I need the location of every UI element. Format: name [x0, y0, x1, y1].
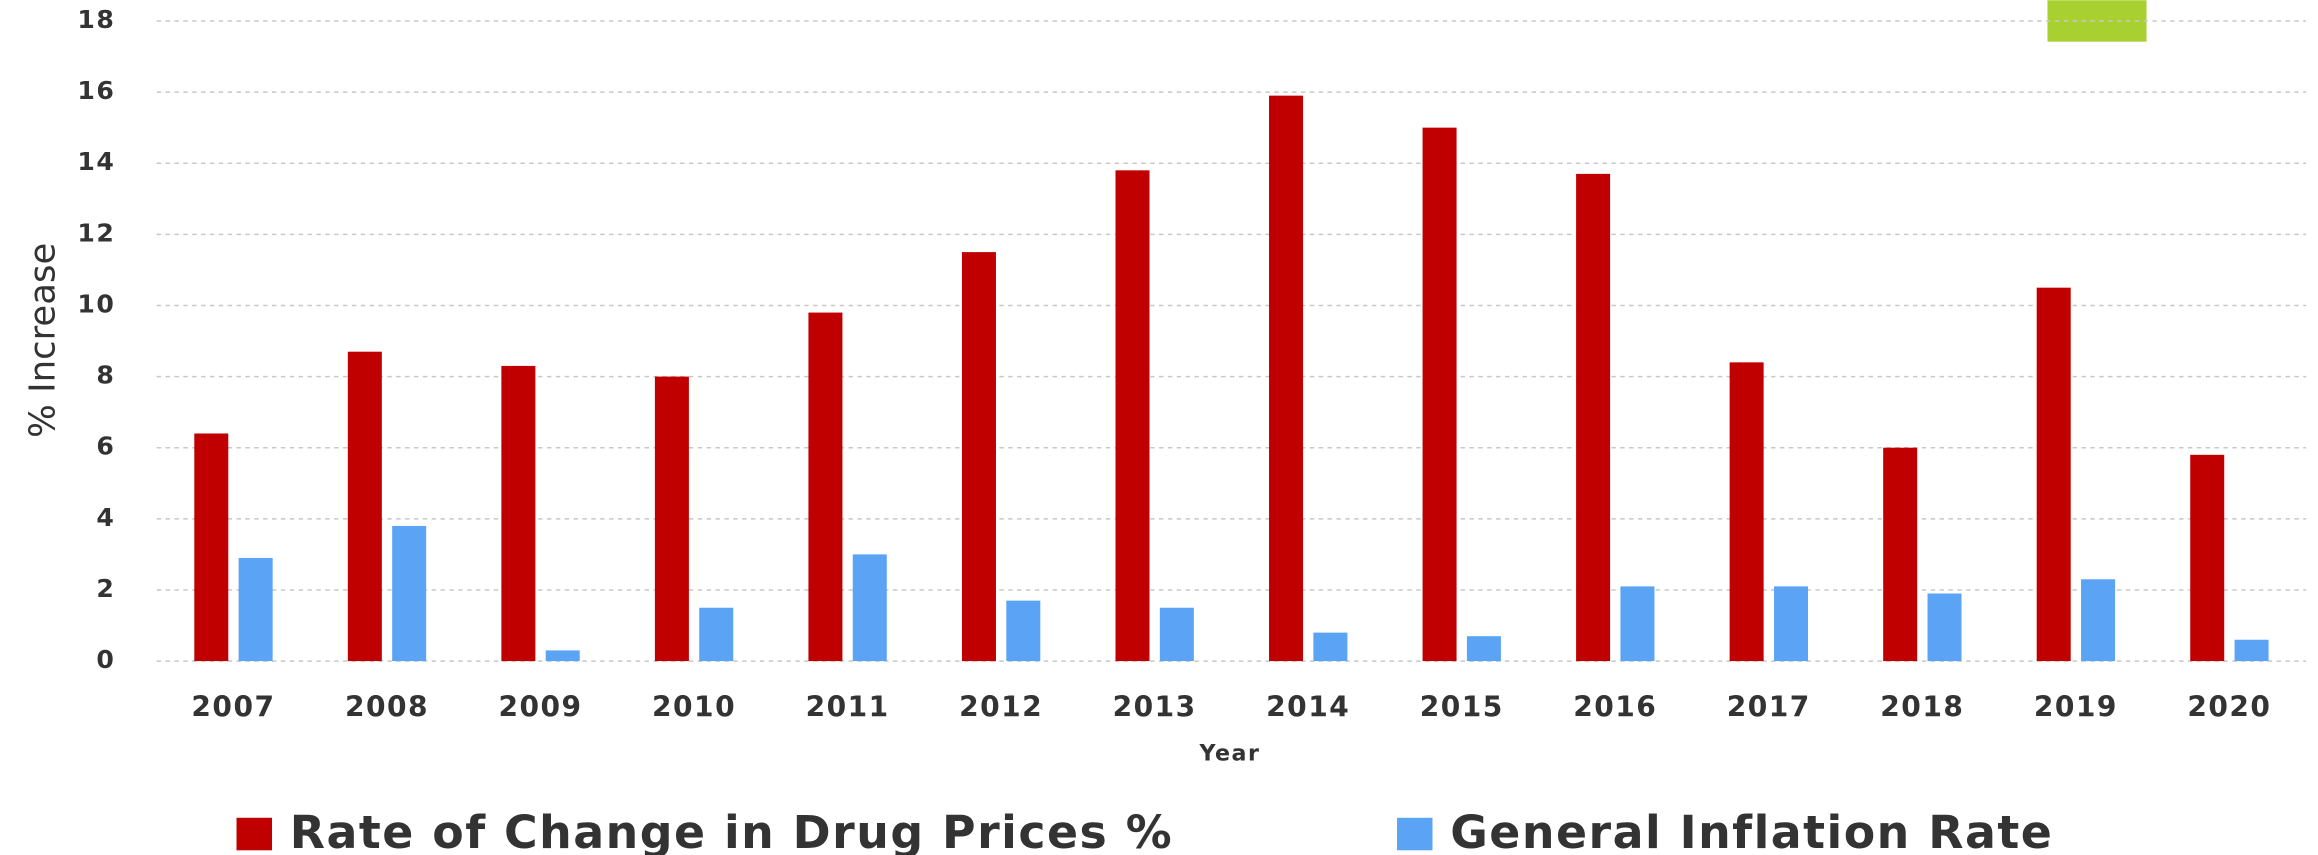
bar	[961, 252, 996, 662]
y-tick-label: 8	[96, 361, 115, 390]
y-tick-label: 14	[77, 147, 115, 176]
bar	[1313, 632, 1348, 662]
bar	[2081, 579, 2116, 662]
bar	[194, 433, 229, 662]
bar	[1883, 447, 1918, 662]
y-tick-label: 6	[96, 432, 115, 461]
bar	[852, 554, 887, 662]
legend-swatch	[1397, 817, 1433, 851]
x-tick-label: 2009	[499, 690, 583, 723]
x-tick-label: 2016	[1573, 690, 1657, 723]
y-tick-label: 18	[77, 5, 115, 34]
x-tick-label: 2019	[2034, 690, 2118, 723]
bar	[545, 650, 580, 662]
bar	[1006, 600, 1041, 662]
bar	[238, 557, 273, 662]
x-tick-label: 2017	[1727, 690, 1811, 723]
bar	[2234, 639, 2269, 662]
x-tick-label: 2013	[1113, 690, 1197, 723]
bar	[1422, 127, 1457, 662]
bar	[1466, 636, 1501, 662]
bar	[392, 525, 427, 662]
bar	[2036, 287, 2071, 662]
x-tick-label: 2014	[1266, 690, 1350, 723]
legend-label: General Inflation Rate	[1450, 805, 2053, 855]
x-tick-label: 2015	[1420, 690, 1504, 723]
x-tick-label: 2007	[191, 690, 275, 723]
bar	[1159, 607, 1194, 662]
bar	[2190, 454, 2225, 662]
x-tick-label: 2008	[345, 690, 429, 723]
bar	[1773, 586, 1808, 662]
legend-label: Rate of Change in Drug Prices %	[290, 805, 1173, 855]
bar	[1269, 95, 1304, 662]
bar	[347, 351, 382, 662]
x-axis-label: Year	[1199, 741, 1261, 767]
x-tick-label: 2018	[1880, 690, 1964, 723]
x-tick-label: 2012	[959, 690, 1043, 723]
bar	[501, 365, 536, 662]
y-axis-label: % Increase	[22, 243, 63, 438]
bar	[654, 376, 689, 662]
legend-swatch	[236, 817, 273, 851]
bar	[1620, 586, 1655, 662]
bar	[1115, 170, 1150, 662]
decoration	[2047, 0, 2147, 42]
x-tick-label: 2010	[652, 690, 736, 723]
y-tick-label: 4	[96, 503, 115, 532]
x-tick-label: 2011	[806, 690, 890, 723]
y-tick-label: 16	[77, 76, 115, 105]
bar	[1729, 362, 1764, 662]
y-tick-label: 0	[96, 645, 115, 674]
bar	[808, 312, 843, 662]
y-tick-label: 12	[77, 218, 115, 247]
y-tick-label: 2	[96, 574, 115, 603]
x-tick-label: 2020	[2187, 690, 2271, 723]
bar	[1927, 593, 1962, 662]
bar	[699, 607, 734, 662]
bar	[1576, 173, 1611, 662]
y-tick-label: 10	[77, 289, 115, 318]
